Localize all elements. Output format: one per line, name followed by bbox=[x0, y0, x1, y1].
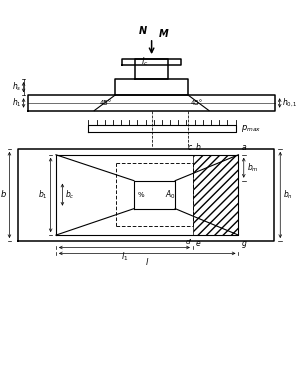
Text: $h_1$: $h_1$ bbox=[11, 97, 21, 109]
Text: $l_1$: $l_1$ bbox=[121, 251, 128, 263]
Text: $l$: $l$ bbox=[145, 256, 149, 267]
Text: %: % bbox=[138, 192, 145, 198]
Text: 45°: 45° bbox=[191, 100, 203, 106]
Text: $h_{0,1}$: $h_{0,1}$ bbox=[282, 97, 298, 109]
Text: M: M bbox=[159, 29, 169, 39]
Text: b: b bbox=[196, 143, 201, 152]
Text: $l_c$: $l_c$ bbox=[141, 55, 149, 68]
Text: g: g bbox=[241, 239, 246, 247]
Text: c: c bbox=[187, 143, 191, 152]
Text: b: b bbox=[1, 190, 6, 199]
Text: e: e bbox=[196, 239, 201, 247]
Text: $b_c$: $b_c$ bbox=[65, 188, 75, 201]
Text: $h_s$: $h_s$ bbox=[12, 81, 21, 94]
Text: $b_1$: $b_1$ bbox=[38, 189, 48, 201]
Text: 45°: 45° bbox=[100, 100, 112, 106]
Text: $p_{max}$: $p_{max}$ bbox=[241, 123, 261, 134]
Text: d': d' bbox=[186, 239, 192, 245]
Text: $A_0$: $A_0$ bbox=[165, 188, 175, 201]
Text: a: a bbox=[241, 143, 246, 152]
Text: $b_n$: $b_n$ bbox=[283, 189, 293, 201]
Text: N: N bbox=[139, 27, 147, 36]
Text: $b_m$: $b_m$ bbox=[247, 161, 259, 174]
